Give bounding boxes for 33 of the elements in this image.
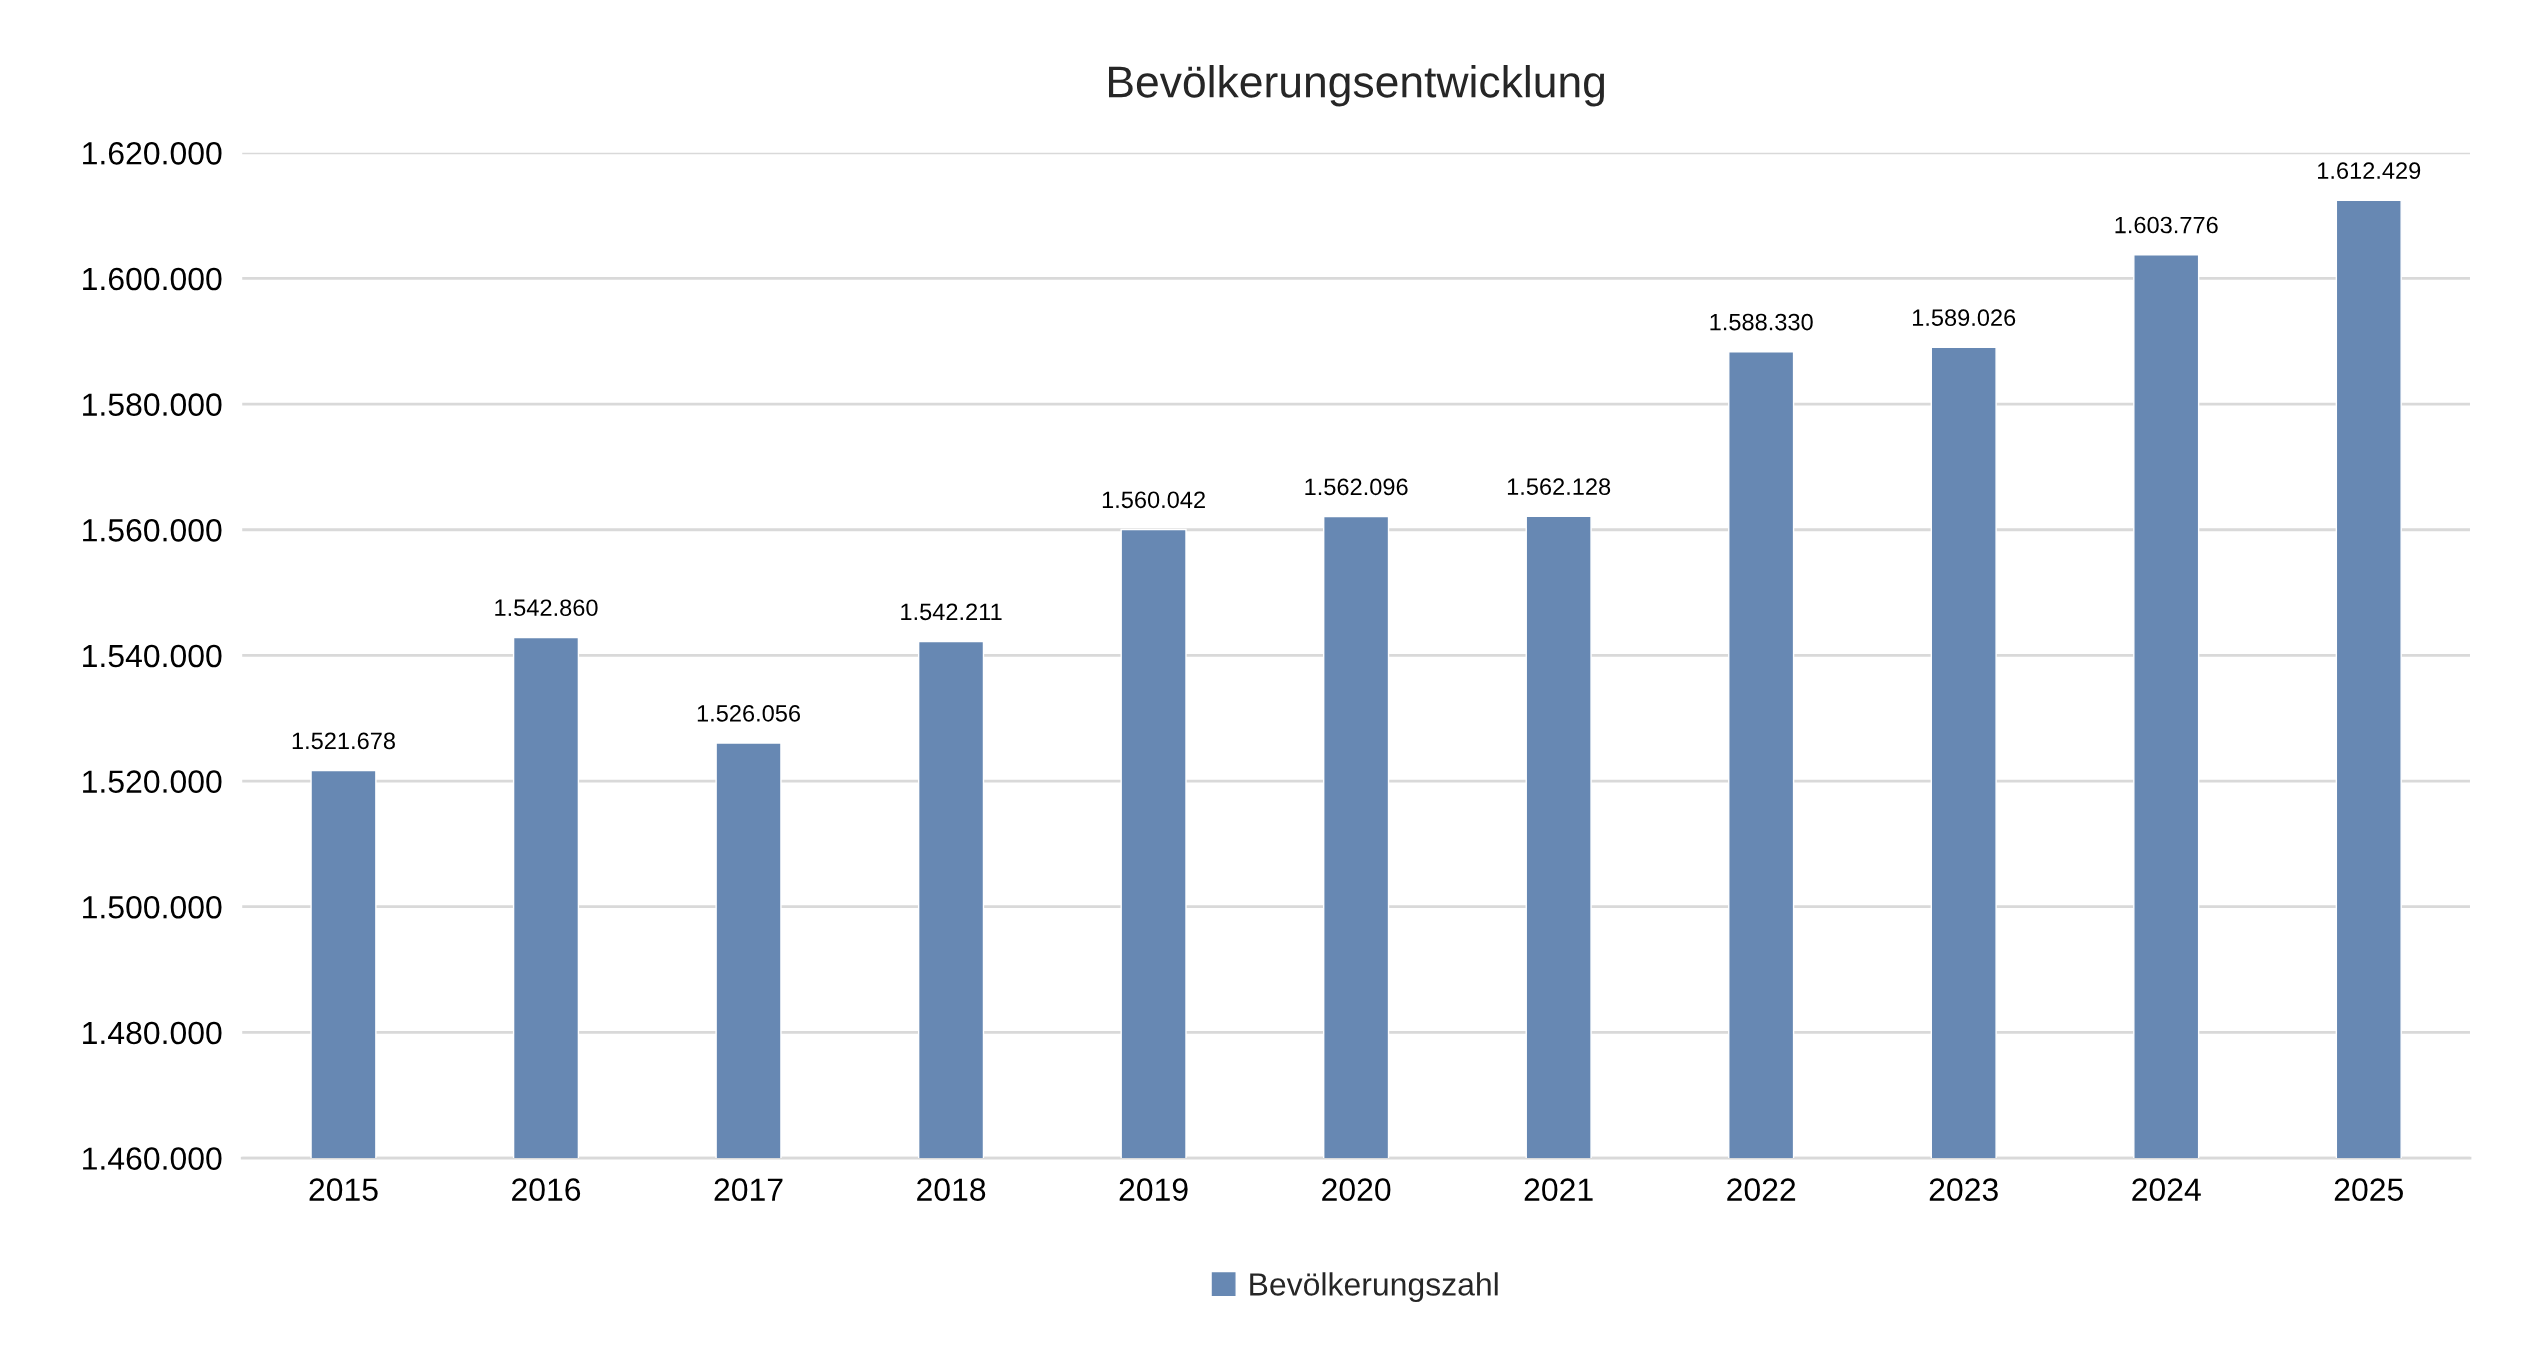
data-label: 1.562.128	[1507, 478, 1611, 496]
data-label: 1.588.330	[1710, 313, 1813, 331]
x-tick-label: 2023	[1929, 1178, 1998, 1201]
data-label: 1.560.042	[1102, 491, 1205, 509]
data-label: 1.542.211	[901, 603, 1002, 621]
x-tick-label: 2025	[2334, 1178, 2403, 1201]
y-tick-label: 1.560.000	[83, 519, 222, 542]
y-tick-label: 1.580.000	[83, 393, 222, 416]
legend-label: Bevölkerungszahl	[1250, 1272, 1498, 1303]
data-label: 1.521.678	[292, 732, 395, 750]
x-tick-label: 2015	[309, 1178, 378, 1201]
data-label: 1.612.429	[2318, 162, 2421, 179]
x-tick-label: 2022	[1727, 1178, 1796, 1201]
data-label: 1.562.096	[1305, 478, 1408, 496]
data-label: 1.526.056	[697, 704, 801, 722]
x-tick-label: 2020	[1322, 1178, 1391, 1201]
data-label: 1.589.026	[1912, 309, 2016, 327]
y-tick-label: 1.600.000	[83, 267, 222, 291]
x-tick-label: 2017	[714, 1178, 783, 1201]
y-tick-label: 1.500.000	[83, 895, 222, 919]
data-label: 1.603.776	[2115, 216, 2218, 234]
y-tick-label: 1.460.000	[83, 1147, 222, 1170]
x-tick-label: 2018	[917, 1178, 986, 1201]
y-tick-label: 1.520.000	[83, 770, 222, 793]
y-tick-label: 1.480.000	[83, 1021, 222, 1045]
x-tick-label: 2024	[2132, 1178, 2201, 1201]
data-label: 1.542.860	[495, 599, 598, 617]
y-tick-label: 1.620.000	[83, 142, 222, 165]
x-tick-label: 2016	[512, 1178, 581, 1201]
chart-title: Bevölkerungsentwicklung	[1109, 65, 1605, 107]
x-tick-label: 2019	[1119, 1178, 1188, 1201]
x-tick-label: 2021	[1524, 1178, 1593, 1201]
y-tick-label: 1.540.000	[83, 644, 222, 668]
